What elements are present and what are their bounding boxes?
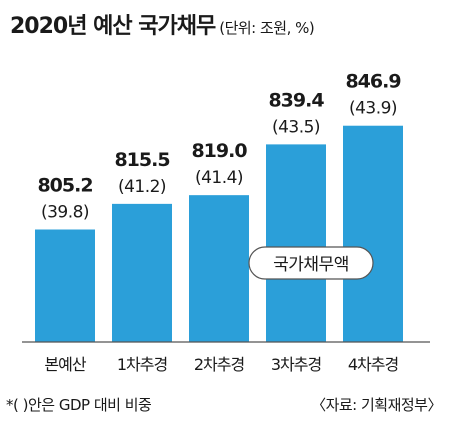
gdp-ratio-label-4: (43.5) xyxy=(272,117,320,137)
category-label-2: 1차추경 xyxy=(117,355,167,374)
series-legend-label: 국가채무액 xyxy=(273,255,349,275)
bar-2 xyxy=(112,203,172,342)
footer-note: *( )안은 GDP 대비 비중 xyxy=(6,396,152,414)
footer-source: 〈자료: 기획재정부〉 xyxy=(311,396,442,414)
chart-title: 2020년 예산 국가채무 xyxy=(10,14,216,39)
gdp-ratio-label-3: (41.4) xyxy=(195,168,243,188)
category-label-4: 3차추경 xyxy=(271,355,321,374)
value-label-1: 805.2 xyxy=(37,175,92,197)
value-label-4: 839.4 xyxy=(268,89,324,111)
unit-note: (단위: 조원, %) xyxy=(219,19,315,37)
gdp-ratio-label-2: (41.2) xyxy=(118,177,166,197)
gdp-ratio-label-5: (43.9) xyxy=(349,99,397,119)
bar-1 xyxy=(35,229,95,342)
gdp-ratio-label-1: (39.8) xyxy=(41,203,89,223)
title-row: 2020년 예산 국가채무 (단위: 조원, %) xyxy=(10,8,315,40)
value-label-3: 819.0 xyxy=(191,140,247,162)
category-label-1: 본예산 xyxy=(44,355,86,374)
series-legend-box xyxy=(248,246,374,280)
value-label-5: 846.9 xyxy=(345,71,400,93)
bar-5 xyxy=(343,125,403,343)
category-label-5: 4차추경 xyxy=(348,355,398,374)
value-label-2: 815.5 xyxy=(114,149,169,171)
category-label-3: 2차추경 xyxy=(194,355,244,374)
bar-3 xyxy=(189,195,249,342)
bar-4 xyxy=(266,144,326,342)
bar-chart: 805.2 (39.8) 본예산 815.5 (41.2) 1차추경 819.0 (41.4)… xyxy=(22,71,430,374)
